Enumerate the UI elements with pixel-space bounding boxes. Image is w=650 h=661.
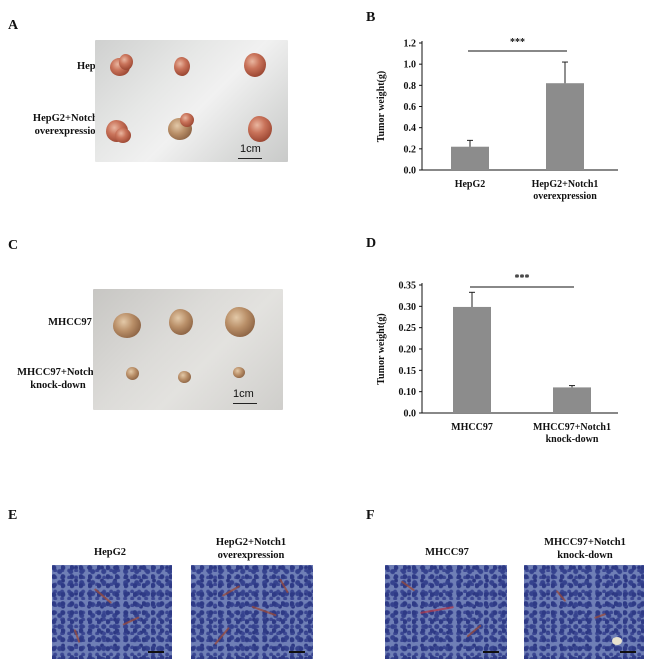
tumor xyxy=(169,309,193,335)
stained-vessel xyxy=(420,606,454,614)
tumor xyxy=(244,53,266,77)
y-tick-label: 0.6 xyxy=(404,102,417,113)
y-tick-label: 0.15 xyxy=(399,366,417,377)
stained-vessel xyxy=(73,629,81,643)
y-tick-label: 1.2 xyxy=(404,39,417,50)
panel-label-f: F xyxy=(366,508,375,523)
row-label-mhcc97-notch1: MHCC97+Notch1 knock-down xyxy=(17,367,99,391)
tumor xyxy=(174,57,190,76)
stained-vessel xyxy=(594,613,606,619)
y-tick-label: 0.20 xyxy=(399,345,417,356)
x-tick-label: MHCC97 xyxy=(451,422,493,433)
tumor xyxy=(180,113,194,127)
y-axis-label: Tumor weight(g) xyxy=(376,71,387,142)
stained-vessel xyxy=(122,616,140,626)
y-axis-label: Tumor weight(g) xyxy=(376,313,387,384)
x-tick-label: knock-down xyxy=(546,434,599,445)
ihc-label-mhcc97: MHCC97 xyxy=(425,547,469,558)
x-tick-label: HepG2 xyxy=(455,179,486,190)
ihc-scale-bar xyxy=(289,651,305,653)
ihc-scale-bar xyxy=(148,651,164,653)
y-tick-label: 0.10 xyxy=(399,387,417,398)
y-tick-label: 0.25 xyxy=(399,323,417,334)
tumor-photo-hepg2: 1cm xyxy=(95,40,288,162)
stained-vessel xyxy=(93,588,113,604)
ihc-scale-bar xyxy=(620,651,636,653)
ihc-label-hepg2: HepG2 xyxy=(93,547,127,558)
y-tick-label: 0.30 xyxy=(399,302,417,313)
ihc-label-hepg2-notch1: HepG2+Notch1 overexpression xyxy=(215,537,287,561)
ihc-image-mhcc97-notch1 xyxy=(524,565,644,659)
row-label-hepg2-notch1: HepG2+Notch1 overexpression xyxy=(32,113,104,137)
bar xyxy=(553,387,591,413)
y-tick-label: 0.0 xyxy=(404,409,417,420)
scale-label: 1cm xyxy=(240,143,261,155)
x-tick-label: MHCC97+Notch1 xyxy=(533,422,611,433)
bar-chart-d: 0.0 0.10 0.15 0.20 0.25 0.30 0.35 Tumor weight(… xyxy=(376,273,618,445)
stained-vessel xyxy=(555,589,567,603)
tumor xyxy=(119,54,133,70)
scale-bar xyxy=(238,158,262,159)
bar xyxy=(451,146,489,170)
ihc-scale-bar xyxy=(483,651,499,653)
scale-bar xyxy=(233,403,257,404)
bar xyxy=(546,83,584,170)
row-label-hepg2: HepG2 xyxy=(76,61,110,72)
significance-label: *** xyxy=(515,273,530,284)
x-tick-label: overexpression xyxy=(533,191,597,202)
tissue-gap xyxy=(612,637,622,645)
y-tick-label: 0.35 xyxy=(399,281,417,292)
panel-label-d: D xyxy=(366,236,377,251)
tumor xyxy=(113,313,141,338)
tumor xyxy=(233,367,245,378)
tumor xyxy=(178,371,191,383)
panel-label-b: B xyxy=(366,10,376,25)
chart-b-group: 0.0 0.2 0.4 0.6 0.8 1.0 1.2 Tumor weight(g) HepG… xyxy=(376,37,618,202)
scale-label: 1cm xyxy=(233,388,254,400)
stained-vessel xyxy=(214,626,230,646)
tumor xyxy=(126,367,139,380)
stained-vessel xyxy=(279,578,289,594)
x-tick-label: HepG2+Notch1 xyxy=(532,179,599,190)
panel-label-c: C xyxy=(8,238,19,253)
bar-chart-b: 0.0 0.2 0.4 0.6 0.8 1.0 1.2 Tumor weight(g) HepG… xyxy=(376,37,618,202)
y-tick-label: 0.8 xyxy=(404,81,417,92)
panel-label-a: A xyxy=(8,18,19,33)
tumor xyxy=(225,307,255,337)
ihc-image-hepg2 xyxy=(52,565,172,659)
stained-vessel xyxy=(400,580,416,592)
row-label-mhcc97: MHCC97 xyxy=(48,317,92,328)
y-tick-label: 1.0 xyxy=(404,60,417,71)
tumor xyxy=(115,128,131,143)
significance-label: *** xyxy=(510,37,525,48)
tumor-photo-mhcc97: 1cm xyxy=(93,289,283,410)
tumor xyxy=(248,116,272,142)
y-tick-label: 0.2 xyxy=(404,144,417,155)
panel-label-e: E xyxy=(8,508,18,523)
ihc-image-mhcc97 xyxy=(385,565,507,659)
chart-d-group: 0.0 0.10 0.15 0.20 0.25 0.30 0.35 Tumor weight(… xyxy=(376,273,618,445)
y-tick-label: 0.4 xyxy=(404,123,417,134)
y-tick-label: 0.0 xyxy=(404,166,417,177)
ihc-image-hepg2-notch1 xyxy=(191,565,313,659)
ihc-label-mhcc97-notch1: MHCC97+Notch1 knock-down xyxy=(544,537,626,561)
stained-vessel xyxy=(221,585,241,597)
stained-vessel xyxy=(251,605,277,617)
bar xyxy=(453,306,491,413)
stained-vessel xyxy=(466,624,482,638)
